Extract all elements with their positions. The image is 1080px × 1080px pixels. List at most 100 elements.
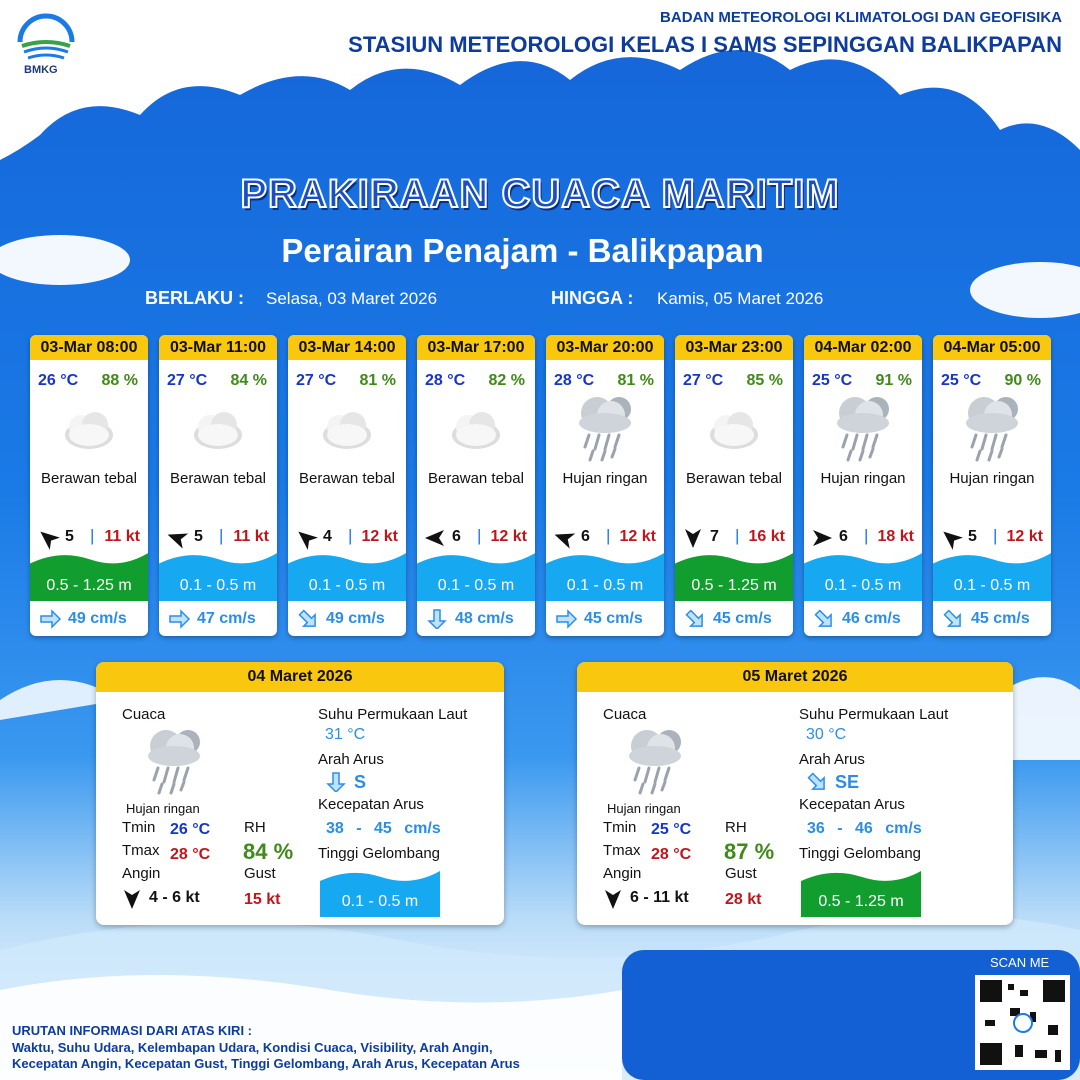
forecast-card: 03-Mar 20:00 28 °C 81 % Hujan ringan 6 | 12 kt… xyxy=(546,335,664,636)
card-wind: 6 xyxy=(452,528,461,545)
card-wave: 0.1 - 0.5 m xyxy=(308,577,386,594)
card-temp: 26 °C xyxy=(38,372,79,389)
panel-condition: Hujan ringan xyxy=(607,801,681,816)
card-temp: 25 °C xyxy=(941,372,982,389)
current-arrow xyxy=(554,609,578,634)
separator: | xyxy=(606,526,611,545)
gust-value: 28 kt xyxy=(725,891,762,908)
wind-arrow xyxy=(423,526,447,555)
card-gust: 18 kt xyxy=(877,528,914,545)
card-rh: 88 % xyxy=(101,372,138,389)
station-name: STASIUN METEOROLOGI KELAS I SAMS SEPINGG… xyxy=(348,32,1062,57)
footer-heading: URUTAN INFORMASI DARI ATAS KIRI : xyxy=(12,1023,252,1038)
weather-icon xyxy=(704,405,764,460)
card-rh: 91 % xyxy=(875,372,912,389)
sst-label: Suhu Permukaan Laut xyxy=(318,706,468,723)
daily-panel: 04 Maret 2026 Cuaca Hujan ringan Tmin 26 °C T… xyxy=(96,662,504,925)
forecast-card: 03-Mar 08:00 26 °C 88 % Berawan tebal 5 | 11 k… xyxy=(30,335,148,636)
card-condition: Berawan tebal xyxy=(41,470,137,487)
scan-label: SCAN ME xyxy=(990,955,1050,970)
card-current: 46 cm/s xyxy=(842,610,901,627)
panel-wave: 0.1 - 0.5 m xyxy=(341,893,419,910)
forecast-card: 03-Mar 14:00 27 °C 81 % Berawan tebal 4 | 12 k… xyxy=(288,335,406,636)
card-gust: 11 kt xyxy=(233,528,269,545)
separator: | xyxy=(477,526,482,545)
current-speed-label: Kecepatan Arus xyxy=(799,796,905,813)
current-dir-value: SE xyxy=(835,772,860,792)
wind-label: Angin xyxy=(603,865,642,882)
card-gust: 16 kt xyxy=(748,528,785,545)
wave-area xyxy=(417,549,535,601)
tmin-label: Tmin xyxy=(603,819,637,836)
current-dir-value: S xyxy=(354,772,367,792)
card-temp: 25 °C xyxy=(812,372,853,389)
forecast-card: 04-Mar 02:00 25 °C 91 % Hujan ringan 6 | 18 kt… xyxy=(804,335,922,636)
card-wave: 0.5 - 1.25 m xyxy=(691,577,777,594)
card-wind: 5 xyxy=(968,528,977,545)
weather-icon xyxy=(960,393,1024,468)
title: PRAKIRAAN CUACA MARITIM xyxy=(239,171,840,217)
wave-label: Tinggi Gelombang xyxy=(318,845,441,862)
current-speed-value: 38 - 45 cm/s xyxy=(326,820,441,837)
card-time: 03-Mar 11:00 xyxy=(159,335,277,360)
card-wind: 5 xyxy=(65,528,74,545)
card-current: 48 cm/s xyxy=(455,610,514,627)
wave-area xyxy=(320,867,440,917)
card-wave: 0.1 - 0.5 m xyxy=(179,577,257,594)
daily-panel: 05 Maret 2026 Cuaca Hujan ringan Tmin 25 °C T… xyxy=(577,662,1013,925)
rh-label: RH xyxy=(725,819,747,836)
current-arrow xyxy=(805,772,829,797)
card-current: 47 cm/s xyxy=(197,610,256,627)
panel-wave: 0.5 - 1.25 m xyxy=(818,893,904,910)
gust-value: 15 kt xyxy=(244,891,281,908)
card-condition: Hujan ringan xyxy=(820,470,906,487)
card-wind: 6 xyxy=(581,528,590,545)
card-current: 45 cm/s xyxy=(584,610,643,627)
valid-to: Kamis, 05 Maret 2026 xyxy=(657,289,824,308)
valid-from-label: BERLAKU : xyxy=(145,288,244,308)
rh-value: 87 % xyxy=(724,839,775,864)
separator: | xyxy=(735,526,740,545)
panel-date: 04 Maret 2026 xyxy=(96,662,504,692)
panel-condition: Hujan ringan xyxy=(126,801,200,816)
tmax-value: 28 °C xyxy=(170,846,211,863)
card-temp: 27 °C xyxy=(296,372,337,389)
card-rh: 90 % xyxy=(1004,372,1041,389)
weather-icon xyxy=(446,405,506,460)
forecast-card: 03-Mar 23:00 27 °C 85 % Berawan tebal 7 | 16 k… xyxy=(675,335,793,636)
footer-line: Kecepatan Angin, Kecepatan Gust, Tinggi … xyxy=(12,1056,520,1071)
wind-arrow xyxy=(601,887,625,916)
card-condition: Berawan tebal xyxy=(299,470,395,487)
tmax-label: Tmax xyxy=(603,842,641,859)
gust-label: Gust xyxy=(725,865,757,882)
valid-to-label: HINGGA : xyxy=(551,288,634,308)
separator: | xyxy=(348,526,353,545)
card-rh: 85 % xyxy=(746,372,783,389)
gust-label: Gust xyxy=(244,865,276,882)
card-wave: 0.1 - 0.5 m xyxy=(566,577,644,594)
card-gust: 12 kt xyxy=(490,528,527,545)
card-time: 03-Mar 17:00 xyxy=(417,335,535,360)
weather-icon xyxy=(142,726,206,801)
card-condition: Hujan ringan xyxy=(949,470,1035,487)
separator: | xyxy=(90,526,95,545)
wave-area xyxy=(288,549,406,601)
card-gust: 11 kt xyxy=(104,528,140,545)
weather-icon xyxy=(317,405,377,460)
tmin-label: Tmin xyxy=(122,819,156,836)
card-current: 45 cm/s xyxy=(971,610,1030,627)
card-wave: 0.1 - 0.5 m xyxy=(437,577,515,594)
valid-from: Selasa, 03 Maret 2026 xyxy=(266,289,438,308)
card-condition: Berawan tebal xyxy=(686,470,782,487)
wave-area xyxy=(801,867,921,917)
weather-icon xyxy=(573,393,637,468)
wave-area xyxy=(933,549,1051,601)
card-current: 49 cm/s xyxy=(68,610,127,627)
card-time: 04-Mar 02:00 xyxy=(804,335,922,360)
separator: | xyxy=(993,526,998,545)
panel-date: 05 Maret 2026 xyxy=(577,662,1013,692)
card-rh: 84 % xyxy=(230,372,267,389)
card-temp: 27 °C xyxy=(683,372,724,389)
wave-area xyxy=(30,549,148,601)
